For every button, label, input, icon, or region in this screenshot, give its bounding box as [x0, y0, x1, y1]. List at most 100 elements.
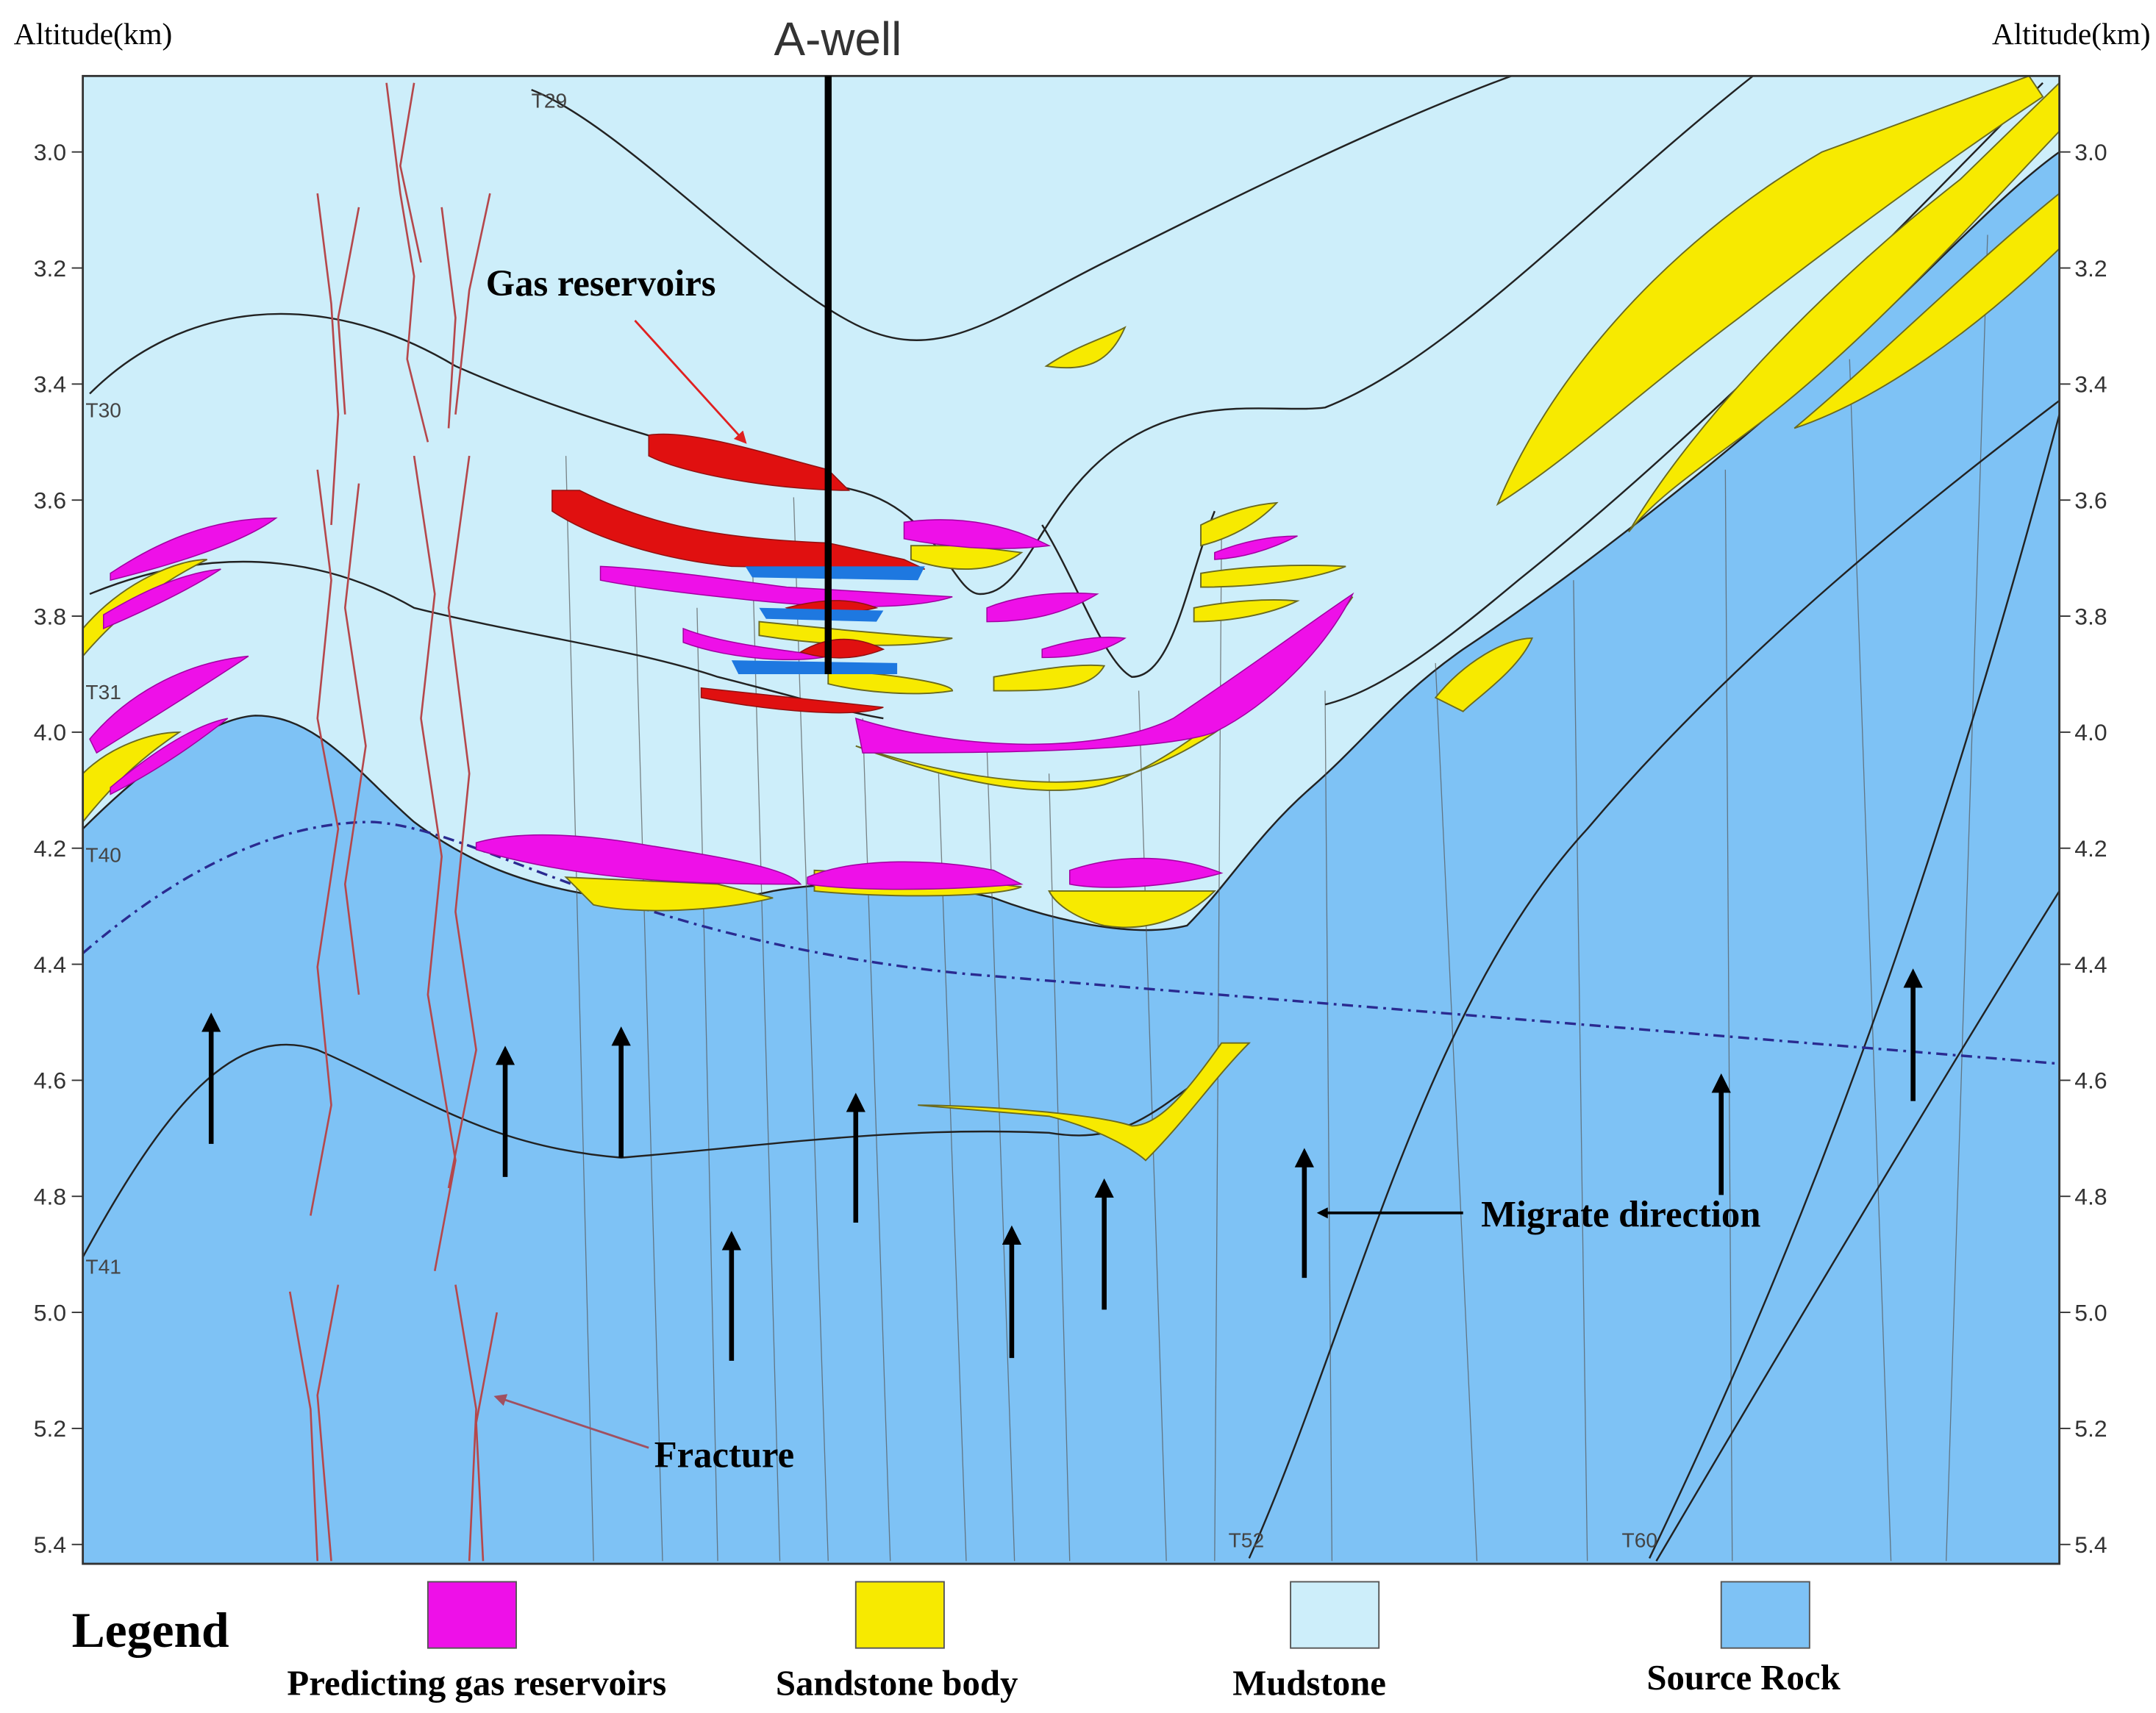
texture-line: [862, 718, 891, 1562]
fracture: [337, 207, 360, 415]
sandstone-bodie: [1628, 82, 2060, 533]
tick-label: 4.4: [2074, 951, 2107, 978]
sandstone-bodie: [1044, 326, 1127, 369]
predicted-gas-reservoir: [475, 834, 802, 885]
gas-reservoir: [731, 660, 898, 674]
fracture: [399, 82, 422, 263]
tick-label: 3.6: [2074, 487, 2107, 513]
sandstone-bodie: [1193, 599, 1300, 623]
sandstone-bodie: [910, 545, 1024, 571]
tick-label: 5.2: [2074, 1415, 2107, 1442]
sandstone-bodie: [1200, 501, 1279, 547]
gas-reservoir: [759, 607, 884, 622]
texture-line: [1946, 235, 1988, 1562]
fracture: [475, 1312, 499, 1562]
legend-swatch: [426, 1581, 517, 1649]
horizon-labels: T29 T30 T31 T40 T41 T52 T60: [85, 89, 1657, 1552]
texture-line: [565, 456, 594, 1562]
fracture: [454, 1284, 477, 1562]
texture-line: [1048, 773, 1071, 1562]
gas-reservoir: [648, 433, 851, 491]
migration-arrows: [201, 968, 1923, 1361]
legend-swatch: [854, 1581, 945, 1649]
legend-swatch: [1720, 1581, 1810, 1649]
tick-label: 3.2: [34, 255, 66, 282]
sandstone-bodie: [1496, 76, 2044, 507]
texture-line: [696, 607, 718, 1562]
tick-label: 3.8: [2074, 603, 2107, 629]
tick-label: 5.2: [34, 1415, 66, 1442]
legend-title: Legend: [72, 1603, 229, 1658]
sandstone-bodie: [1434, 637, 1533, 712]
tick-label: 4.6: [2074, 1068, 2107, 1094]
predicted-gas-reservoir: [854, 592, 1354, 754]
horizon-line: [1655, 890, 2060, 1562]
sandstone-bodie: [1048, 890, 1217, 929]
fracture: [288, 1291, 319, 1562]
right-axis-title: Altitude(km): [1992, 17, 2151, 51]
gas-reservoir: [552, 490, 925, 570]
tick-label: 4.2: [34, 835, 66, 862]
texture-line: [793, 497, 829, 1562]
legend-label: Sandstone body: [776, 1663, 1018, 1703]
legend-label: Predicting gas reservoirs: [287, 1663, 666, 1703]
horizon-line: [531, 76, 1512, 341]
predicted-gas-reservoir: [986, 592, 1099, 623]
tick-label: 4.6: [34, 1068, 66, 1094]
predicted-gas-reservoir: [110, 718, 229, 795]
texture-line: [938, 773, 967, 1562]
gas-reservoir: [745, 566, 925, 581]
left-axis-title: Altitude(km): [14, 17, 173, 51]
predicted-gas-reservoirs: [89, 517, 1354, 890]
tick-label: 4.0: [34, 719, 66, 745]
fracture: [316, 1284, 340, 1562]
gas-reservoir: [700, 687, 884, 714]
tick-label: 5.4: [2074, 1531, 2107, 1558]
horizon-label: T29: [532, 89, 568, 112]
fracture: [310, 469, 340, 1216]
tick-label: 3.0: [34, 139, 66, 165]
horizon-line: [89, 76, 1754, 596]
horizon-line: [82, 820, 2060, 1065]
tick-label: 3.4: [34, 371, 66, 398]
predicted-gas-reservoir: [110, 517, 278, 582]
legend-label: Source Rock: [1646, 1657, 1841, 1698]
tick-label: 4.0: [2074, 719, 2107, 745]
gas-reservoirs: [552, 433, 925, 714]
tick-label: 4.8: [34, 1184, 66, 1210]
predicted-gas-reservoir: [103, 568, 221, 630]
tick-label: 4.8: [2074, 1184, 2107, 1210]
sandstone-bodie: [82, 731, 182, 823]
well-name: A-well: [774, 12, 902, 65]
horizon-line: [1248, 399, 2060, 1559]
tick-label: 5.0: [34, 1299, 66, 1326]
predicted-gas-reservoir: [89, 655, 249, 754]
tick-label: 4.4: [34, 951, 66, 978]
fracture: [454, 193, 491, 415]
annotation: Fracture: [654, 1434, 794, 1476]
tick-label: 3.6: [34, 487, 66, 513]
horizon-line: [1324, 82, 2043, 706]
horizon-label: T52: [1229, 1528, 1265, 1552]
legend-swatch: [1290, 1581, 1380, 1649]
sandstone-bodie: [564, 876, 774, 912]
predicted-gas-reservoir: [1214, 535, 1298, 560]
fracture: [343, 483, 367, 995]
horizon-label: T40: [85, 843, 121, 867]
tick-label: 3.0: [2074, 139, 2107, 165]
sandstone-bodie: [1200, 565, 1346, 588]
fracture: [316, 193, 340, 526]
legend: Legend Predicting gas reservoirs Sandsto…: [72, 1581, 1841, 1703]
predicted-gas-reservoir: [903, 519, 1052, 549]
fracture: [440, 207, 457, 429]
texture-lines: [565, 235, 1988, 1562]
annotation: Migrate direction: [1481, 1194, 1760, 1235]
legend-label: Mudstone: [1232, 1663, 1386, 1703]
predicted-gas-reservoir: [1068, 857, 1224, 888]
fractures: [288, 82, 499, 1562]
texture-line: [634, 580, 663, 1562]
plot-frame: [82, 74, 2061, 1565]
sandstone-bodie: [918, 1042, 1252, 1162]
horizon-label: T31: [85, 680, 121, 704]
